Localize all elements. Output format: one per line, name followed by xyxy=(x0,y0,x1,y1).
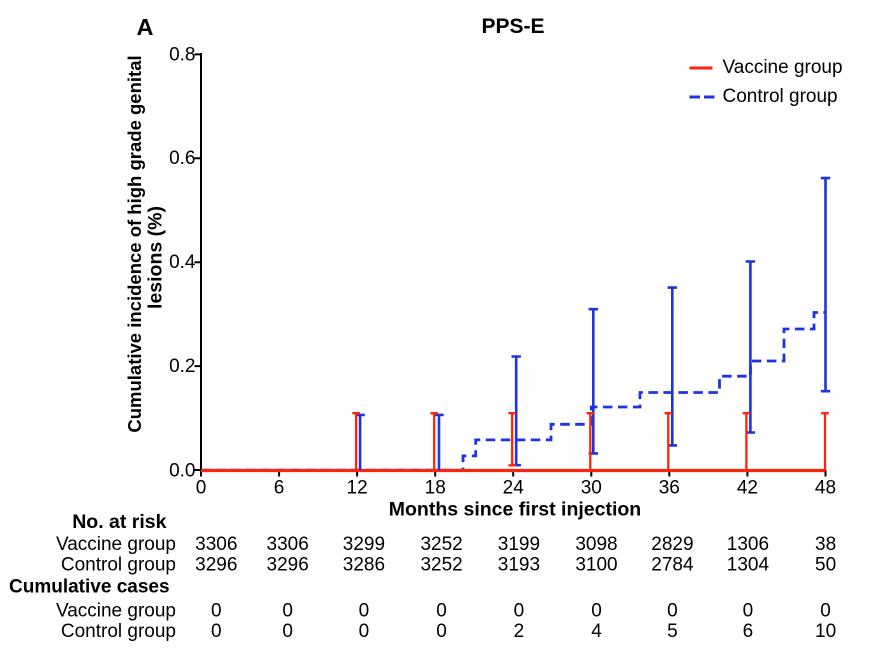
svg-text:30: 30 xyxy=(581,478,602,499)
svg-text:1304: 1304 xyxy=(727,555,770,576)
svg-text:0: 0 xyxy=(211,621,222,642)
svg-text:3193: 3193 xyxy=(498,555,540,576)
svg-text:3299: 3299 xyxy=(343,534,385,555)
svg-text:3100: 3100 xyxy=(575,555,617,576)
svg-text:5: 5 xyxy=(667,621,678,642)
svg-text:48: 48 xyxy=(815,478,836,499)
svg-text:2829: 2829 xyxy=(651,534,693,555)
svg-text:Cumulative incidence of high g: Cumulative incidence of high grade genit… xyxy=(124,55,145,432)
svg-text:0: 0 xyxy=(591,601,602,622)
svg-text:3286: 3286 xyxy=(343,555,385,576)
svg-text:lesions (%): lesions (%) xyxy=(145,206,167,309)
svg-text:3306: 3306 xyxy=(267,534,309,555)
svg-text:42: 42 xyxy=(737,478,758,499)
svg-text:18: 18 xyxy=(425,478,446,499)
svg-text:50: 50 xyxy=(815,555,836,576)
svg-text:0.0: 0.0 xyxy=(169,460,195,481)
svg-text:3296: 3296 xyxy=(267,555,309,576)
svg-text:Vaccine group: Vaccine group xyxy=(56,534,176,555)
svg-text:0: 0 xyxy=(820,601,831,622)
svg-text:Vaccine group: Vaccine group xyxy=(56,601,176,622)
svg-text:1306: 1306 xyxy=(727,534,769,555)
svg-text:0.4: 0.4 xyxy=(169,252,196,273)
svg-text:4: 4 xyxy=(591,621,602,642)
svg-text:3252: 3252 xyxy=(420,555,462,576)
svg-text:10: 10 xyxy=(815,621,836,642)
svg-text:38: 38 xyxy=(815,534,836,555)
svg-text:6: 6 xyxy=(274,478,285,499)
svg-text:36: 36 xyxy=(659,478,680,499)
svg-text:A: A xyxy=(137,14,154,40)
svg-text:0: 0 xyxy=(282,601,293,622)
svg-text:2784: 2784 xyxy=(651,555,694,576)
svg-text:0: 0 xyxy=(667,601,678,622)
svg-text:0: 0 xyxy=(359,621,370,642)
svg-text:PPS-E: PPS-E xyxy=(481,15,544,38)
svg-text:0: 0 xyxy=(359,601,370,622)
svg-text:0: 0 xyxy=(196,478,207,499)
svg-text:6: 6 xyxy=(743,621,754,642)
svg-text:0: 0 xyxy=(514,601,525,622)
svg-text:0: 0 xyxy=(436,601,447,622)
svg-text:3098: 3098 xyxy=(575,534,617,555)
svg-text:0: 0 xyxy=(743,601,754,622)
svg-text:Control group: Control group xyxy=(61,555,176,576)
svg-text:0.2: 0.2 xyxy=(169,356,195,377)
svg-text:0.8: 0.8 xyxy=(169,44,195,65)
svg-text:3306: 3306 xyxy=(195,534,237,555)
svg-text:12: 12 xyxy=(347,478,368,499)
svg-text:3296: 3296 xyxy=(195,555,237,576)
svg-text:Control group: Control group xyxy=(61,621,176,642)
svg-text:0: 0 xyxy=(436,621,447,642)
svg-text:Control group: Control group xyxy=(723,86,838,107)
svg-text:24: 24 xyxy=(503,478,525,499)
svg-text:No. at risk: No. at risk xyxy=(72,511,166,533)
svg-text:Vaccine group: Vaccine group xyxy=(723,57,843,78)
svg-text:0: 0 xyxy=(282,621,293,642)
svg-text:0.6: 0.6 xyxy=(169,148,195,169)
svg-text:0: 0 xyxy=(211,601,222,622)
svg-text:Months since first injection: Months since first injection xyxy=(389,499,641,521)
svg-text:3199: 3199 xyxy=(498,534,540,555)
svg-text:3252: 3252 xyxy=(420,534,462,555)
svg-text:Cumulative cases: Cumulative cases xyxy=(9,577,170,598)
svg-text:2: 2 xyxy=(514,621,525,642)
